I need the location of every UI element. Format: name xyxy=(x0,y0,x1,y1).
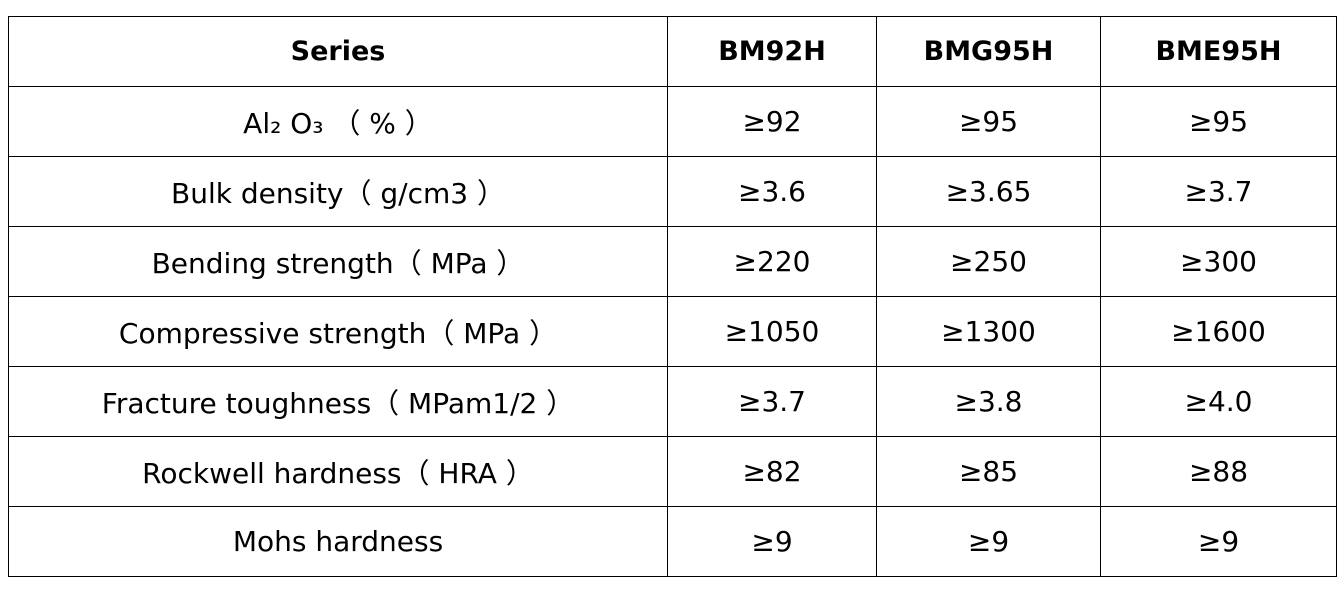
header-cell: BME95H xyxy=(1100,16,1337,87)
property-cell: Compressive strength（ MPa ） xyxy=(8,296,668,367)
value-cell: ≥250 xyxy=(876,226,1101,297)
table-row: Mohs hardness ≥9 ≥9 ≥9 xyxy=(8,506,1337,577)
value-cell: ≥95 xyxy=(876,86,1101,157)
property-cell: Mohs hardness xyxy=(8,506,668,577)
value-cell: ≥1300 xyxy=(876,296,1101,367)
value-cell: ≥1050 xyxy=(667,296,877,367)
value-cell: ≥9 xyxy=(1100,506,1337,577)
value-cell: ≥3.6 xyxy=(667,156,877,227)
header-cell: BMG95H xyxy=(876,16,1101,87)
header-cell: Series xyxy=(8,16,668,87)
value-cell: ≥3.8 xyxy=(876,366,1101,437)
value-cell: ≥300 xyxy=(1100,226,1337,297)
value-cell: ≥3.65 xyxy=(876,156,1101,227)
table-row: Rockwell hardness（ HRA ） ≥82 ≥85 ≥88 xyxy=(8,436,1337,507)
value-cell: ≥95 xyxy=(1100,86,1337,157)
header-row: Series BM92H BMG95H BME95H xyxy=(8,16,1337,87)
value-cell: ≥4.0 xyxy=(1100,366,1337,437)
property-cell: Bending strength（ MPa ） xyxy=(8,226,668,297)
spec-table: Series BM92H BMG95H BME95H Al₂ O₃ （ % ） ≥92 ≥… xyxy=(8,16,1337,577)
header-cell: BM92H xyxy=(667,16,877,87)
value-cell: ≥92 xyxy=(667,86,877,157)
value-cell: ≥3.7 xyxy=(1100,156,1337,227)
value-cell: ≥85 xyxy=(876,436,1101,507)
table-row: Compressive strength（ MPa ） ≥1050 ≥1300 ≥16… xyxy=(8,296,1337,367)
table-body: Al₂ O₃ （ % ） ≥92 ≥95 ≥95 Bulk density（ g/cm3… xyxy=(8,86,1337,577)
value-cell: ≥1600 xyxy=(1100,296,1337,367)
value-cell: ≥220 xyxy=(667,226,877,297)
table-row: Fracture toughness（ MPam1/2 ） ≥3.7 ≥3.8 ≥4.… xyxy=(8,366,1337,437)
value-cell: ≥88 xyxy=(1100,436,1337,507)
value-cell: ≥9 xyxy=(876,506,1101,577)
value-cell: ≥9 xyxy=(667,506,877,577)
value-cell: ≥82 xyxy=(667,436,877,507)
property-cell: Fracture toughness（ MPam1/2 ） xyxy=(8,366,668,437)
property-cell: Bulk density（ g/cm3 ） xyxy=(8,156,668,227)
property-cell: Al₂ O₃ （ % ） xyxy=(8,86,668,157)
table-row: Bulk density（ g/cm3 ） ≥3.6 ≥3.65 ≥3.7 xyxy=(8,156,1337,227)
property-cell: Rockwell hardness（ HRA ） xyxy=(8,436,668,507)
value-cell: ≥3.7 xyxy=(667,366,877,437)
table-row: Al₂ O₃ （ % ） ≥92 ≥95 ≥95 xyxy=(8,86,1337,157)
table-row: Bending strength（ MPa ） ≥220 ≥250 ≥300 xyxy=(8,226,1337,297)
